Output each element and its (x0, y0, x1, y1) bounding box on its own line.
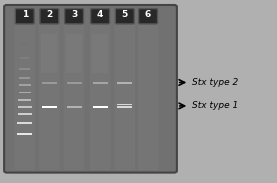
FancyBboxPatch shape (65, 9, 84, 24)
FancyBboxPatch shape (20, 43, 29, 45)
FancyBboxPatch shape (42, 83, 57, 85)
FancyBboxPatch shape (66, 34, 82, 74)
Text: 2: 2 (46, 10, 53, 19)
FancyBboxPatch shape (66, 106, 82, 108)
FancyBboxPatch shape (66, 83, 82, 85)
FancyBboxPatch shape (117, 106, 132, 108)
FancyBboxPatch shape (138, 9, 158, 24)
Text: 3: 3 (71, 10, 77, 19)
FancyBboxPatch shape (92, 34, 108, 74)
FancyBboxPatch shape (18, 113, 32, 115)
FancyBboxPatch shape (17, 133, 32, 135)
Text: Stx type 2: Stx type 2 (192, 78, 238, 87)
Text: 1: 1 (22, 10, 28, 19)
Text: Stx type 1: Stx type 1 (192, 101, 238, 110)
FancyBboxPatch shape (19, 68, 30, 70)
FancyBboxPatch shape (17, 122, 32, 124)
FancyBboxPatch shape (18, 99, 31, 101)
FancyBboxPatch shape (19, 92, 31, 94)
FancyBboxPatch shape (40, 9, 59, 24)
FancyBboxPatch shape (93, 83, 108, 85)
FancyBboxPatch shape (117, 83, 132, 85)
FancyBboxPatch shape (19, 77, 30, 79)
FancyBboxPatch shape (20, 57, 29, 59)
FancyBboxPatch shape (15, 9, 34, 24)
FancyBboxPatch shape (19, 84, 30, 86)
FancyBboxPatch shape (39, 8, 60, 170)
FancyBboxPatch shape (90, 8, 111, 170)
Text: 4: 4 (97, 10, 103, 19)
FancyBboxPatch shape (117, 104, 132, 105)
FancyBboxPatch shape (64, 8, 84, 170)
Text: 5: 5 (122, 10, 128, 19)
FancyBboxPatch shape (93, 106, 108, 108)
FancyBboxPatch shape (115, 9, 134, 24)
FancyBboxPatch shape (14, 8, 35, 170)
FancyBboxPatch shape (4, 5, 177, 173)
FancyBboxPatch shape (18, 106, 32, 108)
FancyBboxPatch shape (91, 9, 110, 24)
FancyBboxPatch shape (42, 106, 57, 108)
Text: 6: 6 (145, 10, 151, 19)
FancyBboxPatch shape (114, 8, 135, 170)
FancyBboxPatch shape (138, 8, 158, 170)
FancyBboxPatch shape (41, 34, 57, 74)
